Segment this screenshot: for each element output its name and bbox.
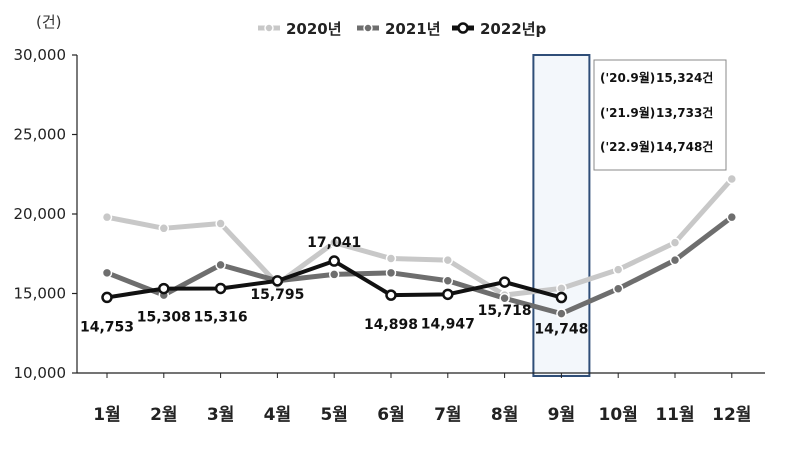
x-tick-label: 5월 [320, 405, 347, 425]
series-point-2022년p [328, 255, 340, 267]
x-tick-label: 11월 [655, 405, 694, 425]
x-tick-label: 4월 [264, 405, 291, 425]
series-point-2022년p [555, 291, 568, 304]
data-label-2022: 14,898 [364, 317, 418, 333]
callout-box: ('20.9월) 15,324건 ('21.9월) 13,733건 ('22.9… [593, 59, 727, 171]
series-point-2020년 [442, 254, 454, 266]
series-line-2020년 [104, 176, 735, 298]
series-point-2022년p [214, 282, 227, 295]
data-label-2022: 17,041 [307, 235, 361, 251]
legend-label-2021: 2021년 [385, 20, 441, 38]
y-tick-label: 20,000 [14, 205, 67, 223]
callout-label-2020: ('20.9월) [600, 70, 655, 85]
x-tick-label: 1월 [93, 405, 120, 425]
x-tick-label: 10월 [599, 405, 638, 425]
series-layer [101, 173, 738, 319]
series-point-2022년p [442, 288, 454, 301]
y-tick-label: 10,000 [14, 364, 67, 382]
series-point-2020년 [612, 264, 624, 275]
september-highlight-box [532, 54, 591, 377]
series-point-2022년p [271, 275, 284, 287]
series-point-2022년p [158, 282, 170, 295]
series-line-2021년 [104, 214, 735, 317]
y-tick-label: 15,000 [14, 285, 67, 303]
x-tick-label: 9월 [548, 405, 575, 425]
data-label-2022: 15,316 [194, 309, 248, 325]
series-point-2020년 [101, 211, 113, 223]
legend-marker-2022 [457, 22, 469, 34]
series-point-2020년 [328, 237, 340, 248]
series-point-2020년 [215, 218, 226, 229]
callout-label-2022: ('22.9월) [600, 139, 655, 154]
series-point-2022년p [101, 291, 113, 304]
series-point-2020년 [158, 223, 170, 234]
legend-item-2020: 2020년 [258, 20, 342, 38]
data-label-2022: 14,748 [534, 322, 588, 338]
data-label-2022: 15,718 [478, 303, 532, 319]
series-point-2022년p [498, 276, 511, 288]
callout-value-2020: 15,324건 [656, 70, 713, 85]
x-tick-label: 6월 [377, 405, 404, 425]
legend-label-2020: 2020년 [286, 20, 342, 38]
data-label-2022: 14,753 [80, 319, 134, 335]
x-tick-label: 8월 [491, 405, 518, 425]
series-point-2020년 [385, 253, 397, 264]
callout-value-2021: 13,733건 [656, 105, 713, 120]
series-point-2021년 [499, 293, 510, 304]
callout-label-2021: ('21.9월) [600, 105, 655, 120]
series-point-2021년 [612, 283, 624, 294]
x-tick-label: 3월 [207, 405, 234, 425]
series-point-2022년p [385, 289, 397, 301]
series-point-2021년 [215, 259, 226, 271]
legend-item-2021: 2021년 [357, 20, 441, 38]
series-point-2021년 [556, 308, 567, 319]
y-tick-label: 30,000 [14, 46, 67, 64]
x-tick-label: 2월 [150, 405, 177, 425]
x-tick-label: 7월 [434, 405, 461, 425]
data-label-2022: 15,308 [137, 310, 191, 326]
series-point-2021년 [385, 267, 397, 279]
data-label-2022: 15,795 [250, 287, 304, 303]
data-label-2022: 14,947 [421, 316, 475, 332]
series-point-2021년 [726, 211, 738, 223]
series-point-2021년 [328, 269, 340, 280]
y-tick-label: 25,000 [14, 126, 67, 144]
y-axis: 10,000 15,000 20,000 25,000 30,000 [14, 46, 77, 382]
x-axis: 1월 2월 3월 4월 5월 6월 7월 8월 9월 10월 11월 12월 [93, 373, 751, 425]
legend-label-2022: 2022년p [480, 20, 547, 38]
callout-value-2022: 14,748건 [656, 139, 713, 154]
series-point-2020년 [726, 173, 738, 185]
x-tick-label: 12월 [712, 405, 751, 425]
legend-marker-2021 [363, 23, 373, 33]
callout-background [593, 59, 727, 171]
y-unit-label: (건) [36, 13, 62, 31]
legend: 2020년 2021년 2022년p [258, 20, 547, 38]
series-point-2020년 [556, 283, 567, 294]
series-point-2021년 [442, 275, 454, 287]
legend-marker-2020 [264, 23, 274, 33]
series-point-2021년 [669, 254, 681, 266]
series-point-2021년 [101, 267, 113, 279]
legend-item-2022: 2022년p [452, 20, 547, 38]
series-point-2020년 [669, 237, 681, 248]
